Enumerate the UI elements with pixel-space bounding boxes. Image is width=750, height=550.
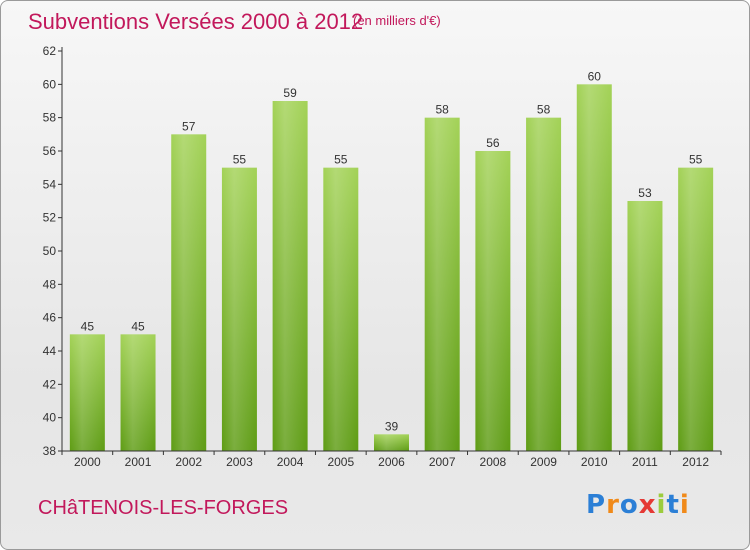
bar-highlight bbox=[678, 167, 714, 451]
value-label: 60 bbox=[588, 69, 602, 83]
bar-highlight bbox=[272, 101, 308, 451]
x-tick-label: 2001 bbox=[125, 455, 152, 469]
y-tick-label: 44 bbox=[43, 344, 57, 358]
x-tick-label: 2000 bbox=[74, 455, 101, 469]
y-tick-label: 46 bbox=[43, 311, 57, 325]
value-label: 45 bbox=[81, 319, 95, 333]
logo-letter: o bbox=[619, 490, 639, 520]
y-tick-label: 52 bbox=[43, 211, 57, 225]
bars-layer: 45 45 57 55 59 55 39 58 56 58 60 53 55 bbox=[69, 69, 714, 452]
y-tick-label: 42 bbox=[43, 377, 57, 391]
y-tick-label: 56 bbox=[43, 144, 57, 158]
logo-letter: x bbox=[638, 490, 657, 520]
x-tick-label: 2005 bbox=[327, 455, 354, 469]
commune-name: CHâTENOIS-LES-FORGES bbox=[38, 497, 289, 519]
bar-highlight bbox=[627, 201, 663, 451]
x-tick-label: 2003 bbox=[226, 455, 253, 469]
x-tick-label: 2012 bbox=[682, 455, 709, 469]
y-tick-label: 48 bbox=[43, 277, 57, 291]
logo-letter: r bbox=[606, 490, 620, 520]
value-label: 58 bbox=[436, 103, 450, 117]
bar-highlight bbox=[526, 117, 562, 452]
x-tick-label: 2007 bbox=[429, 455, 456, 469]
logo-letter: i bbox=[679, 490, 690, 520]
value-label: 56 bbox=[486, 136, 500, 150]
logo-letter: i bbox=[656, 490, 667, 520]
bar-highlight bbox=[374, 434, 409, 451]
y-tick-label: 50 bbox=[43, 244, 57, 258]
y-tick-label: 58 bbox=[43, 111, 57, 125]
x-tick-label: 2004 bbox=[277, 455, 304, 469]
bar-highlight bbox=[221, 167, 257, 451]
axis-layer: 2000 2001 2002 2003 2004 2005 2006 2007 2008 2009… bbox=[43, 44, 722, 469]
chart-unit-note: (en milliers d'€) bbox=[353, 13, 441, 28]
logo-letter: t bbox=[666, 490, 680, 520]
bar-highlight bbox=[475, 151, 511, 451]
value-label: 55 bbox=[233, 153, 247, 167]
value-label: 55 bbox=[334, 153, 348, 167]
y-tick-label: 62 bbox=[43, 44, 57, 58]
bar-highlight bbox=[69, 334, 105, 451]
x-tick-label: 2009 bbox=[530, 455, 557, 469]
value-label: 57 bbox=[182, 119, 196, 133]
value-label: 55 bbox=[689, 153, 703, 167]
x-tick-label: 2010 bbox=[581, 455, 608, 469]
bar-highlight bbox=[323, 167, 359, 451]
value-label: 45 bbox=[131, 319, 145, 333]
bar-highlight bbox=[171, 134, 207, 452]
y-tick-label: 54 bbox=[43, 177, 57, 191]
value-label: 53 bbox=[638, 186, 652, 200]
y-tick-label: 60 bbox=[43, 77, 57, 91]
y-tick-label: 38 bbox=[43, 444, 57, 458]
x-tick-label: 2011 bbox=[632, 455, 658, 469]
proxiti-logo[interactable]: Proxiti bbox=[586, 490, 690, 520]
value-label: 39 bbox=[385, 419, 399, 433]
y-tick-label: 40 bbox=[43, 411, 57, 425]
value-label: 58 bbox=[537, 103, 551, 117]
chart-title: Subventions Versées 2000 à 2012 bbox=[28, 9, 364, 34]
bar-highlight bbox=[424, 117, 460, 452]
x-tick-label: 2006 bbox=[378, 455, 405, 469]
logo-letter: P bbox=[586, 490, 607, 520]
x-tick-label: 2002 bbox=[175, 455, 202, 469]
bar-highlight bbox=[120, 334, 156, 451]
x-tick-label: 2008 bbox=[480, 455, 507, 469]
bar-highlight bbox=[576, 84, 612, 451]
value-label: 59 bbox=[283, 86, 297, 100]
